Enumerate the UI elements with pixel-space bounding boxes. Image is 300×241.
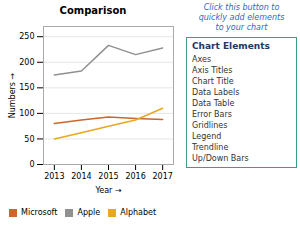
html-text:Apple: Apple — [77, 208, 101, 217]
svg-text:Numbers →: Numbers → — [8, 72, 17, 118]
svg-text:250: 250 — [19, 32, 34, 41]
html-text:Axes: Axes — [192, 55, 212, 64]
html-text:Click this button to quickly a: Click this button to quickly add element… — [198, 3, 285, 32]
html-text:Data Labels: Data Labels — [192, 88, 240, 97]
svg-text:2014: 2014 — [71, 172, 91, 181]
html-text:Chart Elements: Chart Elements — [192, 41, 270, 51]
svg-text:50: 50 — [24, 135, 34, 144]
html-text:Up/Down Bars: Up/Down Bars — [192, 154, 249, 163]
svg-text:0: 0 — [29, 160, 34, 169]
html-text:Alphabet: Alphabet — [120, 208, 157, 217]
html-text:Comparison: Comparison — [59, 5, 127, 16]
html-text:Error Bars: Error Bars — [192, 110, 232, 119]
svg-text:100: 100 — [19, 109, 34, 118]
html-text:Gridlines: Gridlines — [192, 121, 228, 130]
svg-text:Year →: Year → — [94, 186, 121, 195]
svg-text:2017: 2017 — [152, 172, 172, 181]
svg-text:2016: 2016 — [125, 172, 145, 181]
svg-text:150: 150 — [19, 83, 34, 92]
html-text:Legend: Legend — [192, 132, 222, 141]
html-text:Data Table: Data Table — [192, 99, 235, 108]
svg-text:2013: 2013 — [44, 172, 64, 181]
svg-text:2015: 2015 — [98, 172, 118, 181]
html-text:Axis Titles: Axis Titles — [192, 66, 233, 75]
svg-text:200: 200 — [19, 58, 34, 67]
html-text:Microsoft: Microsoft — [21, 208, 58, 217]
html-text:Chart Title: Chart Title — [192, 77, 234, 86]
html-text:Trendline: Trendline — [192, 143, 229, 152]
